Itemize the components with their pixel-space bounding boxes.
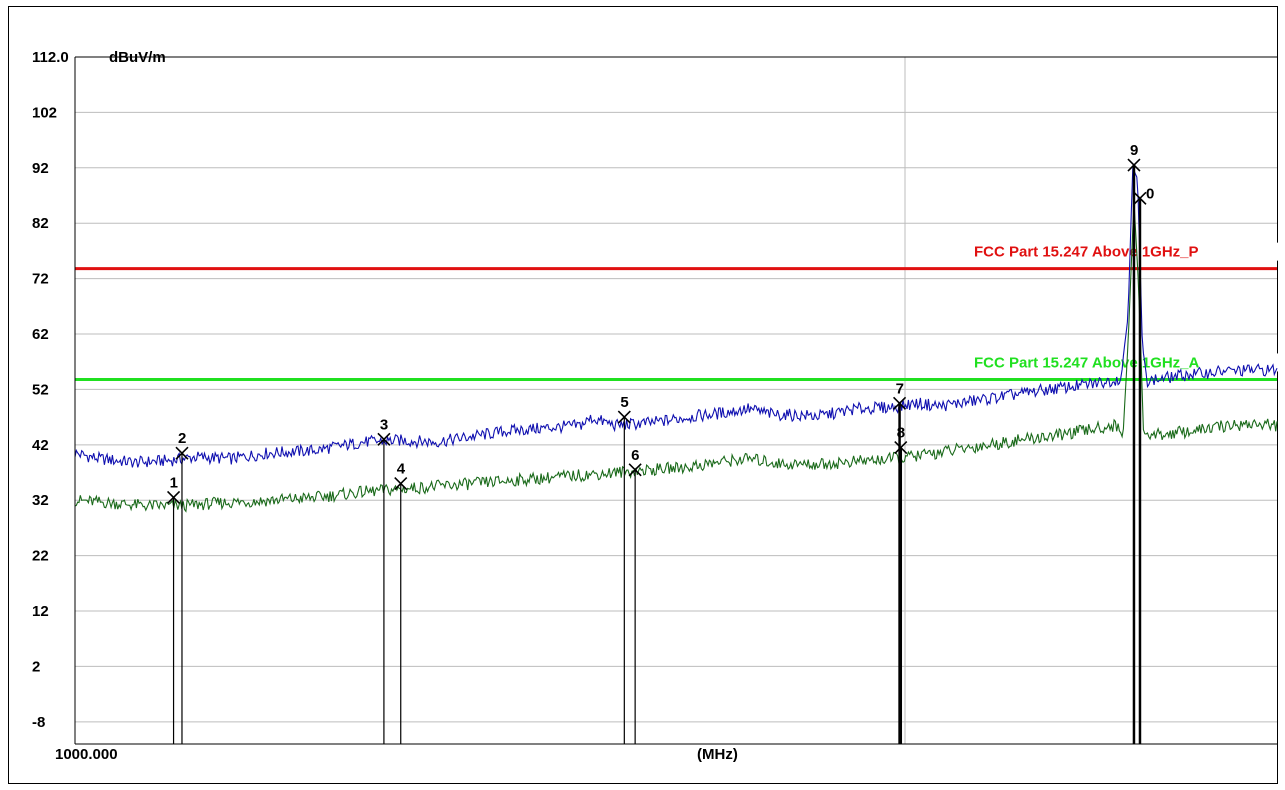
limit-label: FCC Part 15.247 Above 1GHz_P xyxy=(974,244,1199,261)
y-tick-label: 72 xyxy=(32,271,49,288)
marker-x xyxy=(893,396,907,410)
marker-label-0: 0 xyxy=(1146,185,1154,202)
marker-x xyxy=(394,477,408,491)
limit-lines: FCC Part 15.247 Above 1GHz_P FCC Part 15.… xyxy=(75,242,1279,381)
y-tick-label: -8 xyxy=(32,714,45,731)
limit-label-bg xyxy=(969,242,1279,261)
marker-x xyxy=(1133,191,1147,205)
limit-label: FCC Part 15.247 Above 1GHz_A xyxy=(974,354,1200,371)
marker-label-4: 4 xyxy=(397,461,406,478)
y-tick-label: 2 xyxy=(32,658,40,675)
y-tick-label: 112.0 xyxy=(32,49,69,66)
marker-label-1: 1 xyxy=(170,474,178,491)
trace-series-1 xyxy=(74,167,1278,468)
marker-label-6: 6 xyxy=(631,447,639,464)
marker-x xyxy=(377,432,391,446)
marker-x xyxy=(617,410,631,424)
marker-x xyxy=(175,446,189,460)
marker-x xyxy=(166,490,181,505)
marker-x xyxy=(628,463,642,477)
marker-x xyxy=(894,441,908,455)
marker-label-9: 9 xyxy=(1130,142,1138,159)
marker-label-2: 2 xyxy=(178,430,186,447)
y-tick-label: 52 xyxy=(32,381,49,398)
marker-x xyxy=(1127,158,1141,172)
y-tick-label: 32 xyxy=(32,492,49,509)
y-tick-label: 92 xyxy=(32,160,49,177)
y-tick-label: 42 xyxy=(32,437,49,454)
axes: 112.01029282726252423222122-8dBuV/m1000.… xyxy=(32,49,1277,763)
x-axis-label: (MHz) xyxy=(697,746,738,763)
marker-label-5: 5 xyxy=(620,394,628,411)
y-tick-label: 12 xyxy=(32,603,49,620)
y-tick-label: 22 xyxy=(32,548,49,565)
x-start-label: 1000.000 xyxy=(55,746,118,763)
grid xyxy=(75,57,1277,744)
plot-frame: FCC Part 15.247 Above 1GHz_P FCC Part 15.… xyxy=(8,6,1279,784)
marker-label-7: 7 xyxy=(896,380,904,397)
limit-label-bg xyxy=(969,353,1279,372)
y-tick-label: 102 xyxy=(32,104,57,121)
marker-label-3: 3 xyxy=(380,416,388,433)
trace-series-2 xyxy=(74,203,1278,513)
markers: 1 2 3 4 5 6 7 8 9 0 xyxy=(166,142,1154,744)
traces xyxy=(74,167,1278,513)
emission-chart: FCC Part 15.247 Above 1GHz_P FCC Part 15.… xyxy=(32,49,1279,763)
y-tick-label: 82 xyxy=(32,215,49,232)
y-tick-label: 62 xyxy=(32,326,49,343)
marker-label-8: 8 xyxy=(897,425,905,442)
